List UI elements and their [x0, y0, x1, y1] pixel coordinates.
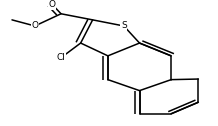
Text: O: O [31, 21, 38, 30]
Text: O: O [49, 0, 56, 9]
Text: S: S [121, 21, 127, 30]
Text: Cl: Cl [57, 53, 65, 62]
